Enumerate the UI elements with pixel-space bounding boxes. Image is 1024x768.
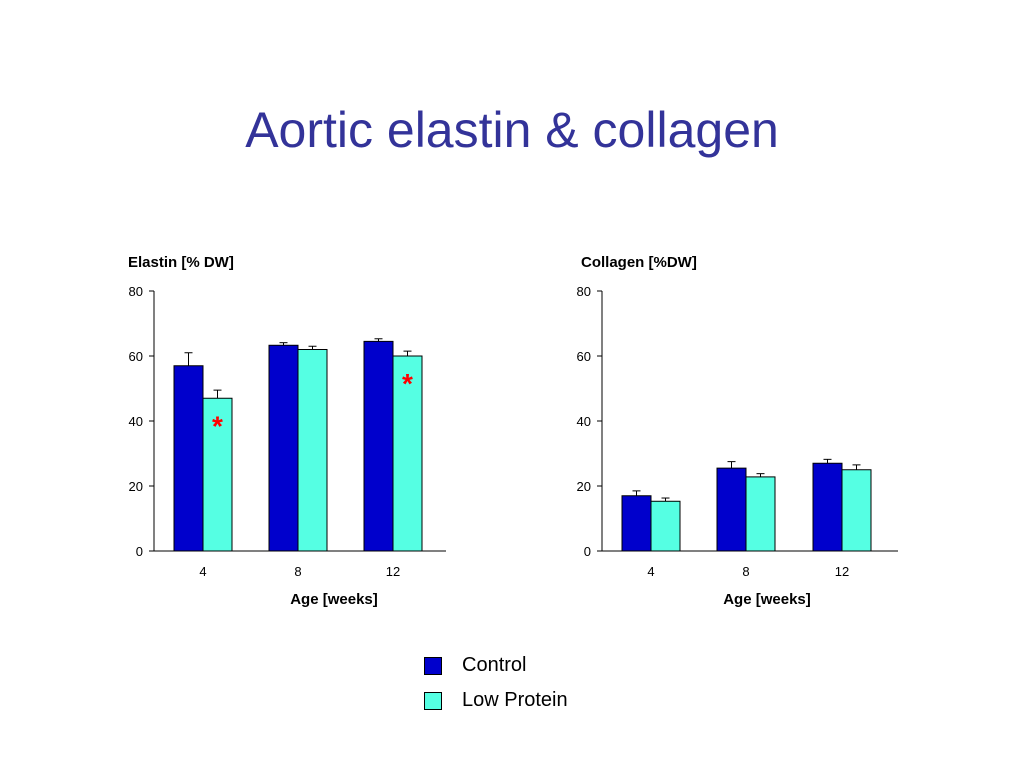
- y-tick-label: 80: [129, 284, 143, 299]
- bar: [716, 467, 747, 552]
- legend-item-control: Control: [424, 648, 568, 683]
- bar: [621, 495, 652, 552]
- y-tick-label: 40: [129, 414, 143, 429]
- legend-swatch-control: [424, 656, 442, 675]
- x-tick-label: 12: [386, 564, 400, 579]
- x-tick-label: 12: [835, 564, 849, 579]
- x-tick-label: 8: [742, 564, 749, 579]
- y-tick-label: 40: [577, 414, 591, 429]
- chart-legend: Control Low Protein: [424, 648, 568, 718]
- y-tick-label: 20: [577, 479, 591, 494]
- y-tick-label: 60: [129, 349, 143, 364]
- bar: [841, 469, 872, 552]
- chart-title: Collagen [%DW]: [581, 254, 697, 271]
- x-axis-label: Age [weeks]: [290, 591, 378, 608]
- bar: [650, 500, 681, 552]
- bar: [268, 344, 299, 552]
- significance-marker: *: [402, 368, 413, 399]
- y-tick-label: 0: [136, 544, 143, 559]
- y-tick-label: 0: [584, 544, 591, 559]
- x-tick-label: 4: [199, 564, 206, 579]
- chart-title: Elastin [% DW]: [128, 254, 234, 271]
- bar: [392, 355, 423, 552]
- y-tick-label: 20: [129, 479, 143, 494]
- slide-title: Aortic elastin & collagen: [245, 102, 779, 158]
- legend-swatch-low-protein: [424, 691, 442, 710]
- legend-label-low-protein: Low Protein: [462, 689, 568, 711]
- y-tick-label: 60: [577, 349, 591, 364]
- legend-item-low-protein: Low Protein: [424, 683, 568, 718]
- bar: [745, 476, 776, 552]
- x-tick-label: 4: [647, 564, 654, 579]
- bar: [363, 340, 394, 552]
- bar: [812, 462, 843, 552]
- x-tick-label: 8: [294, 564, 301, 579]
- x-axis-label: Age [weeks]: [723, 591, 811, 608]
- y-tick-label: 80: [577, 284, 591, 299]
- significance-marker: *: [212, 410, 223, 441]
- legend-label-control: Control: [462, 654, 527, 676]
